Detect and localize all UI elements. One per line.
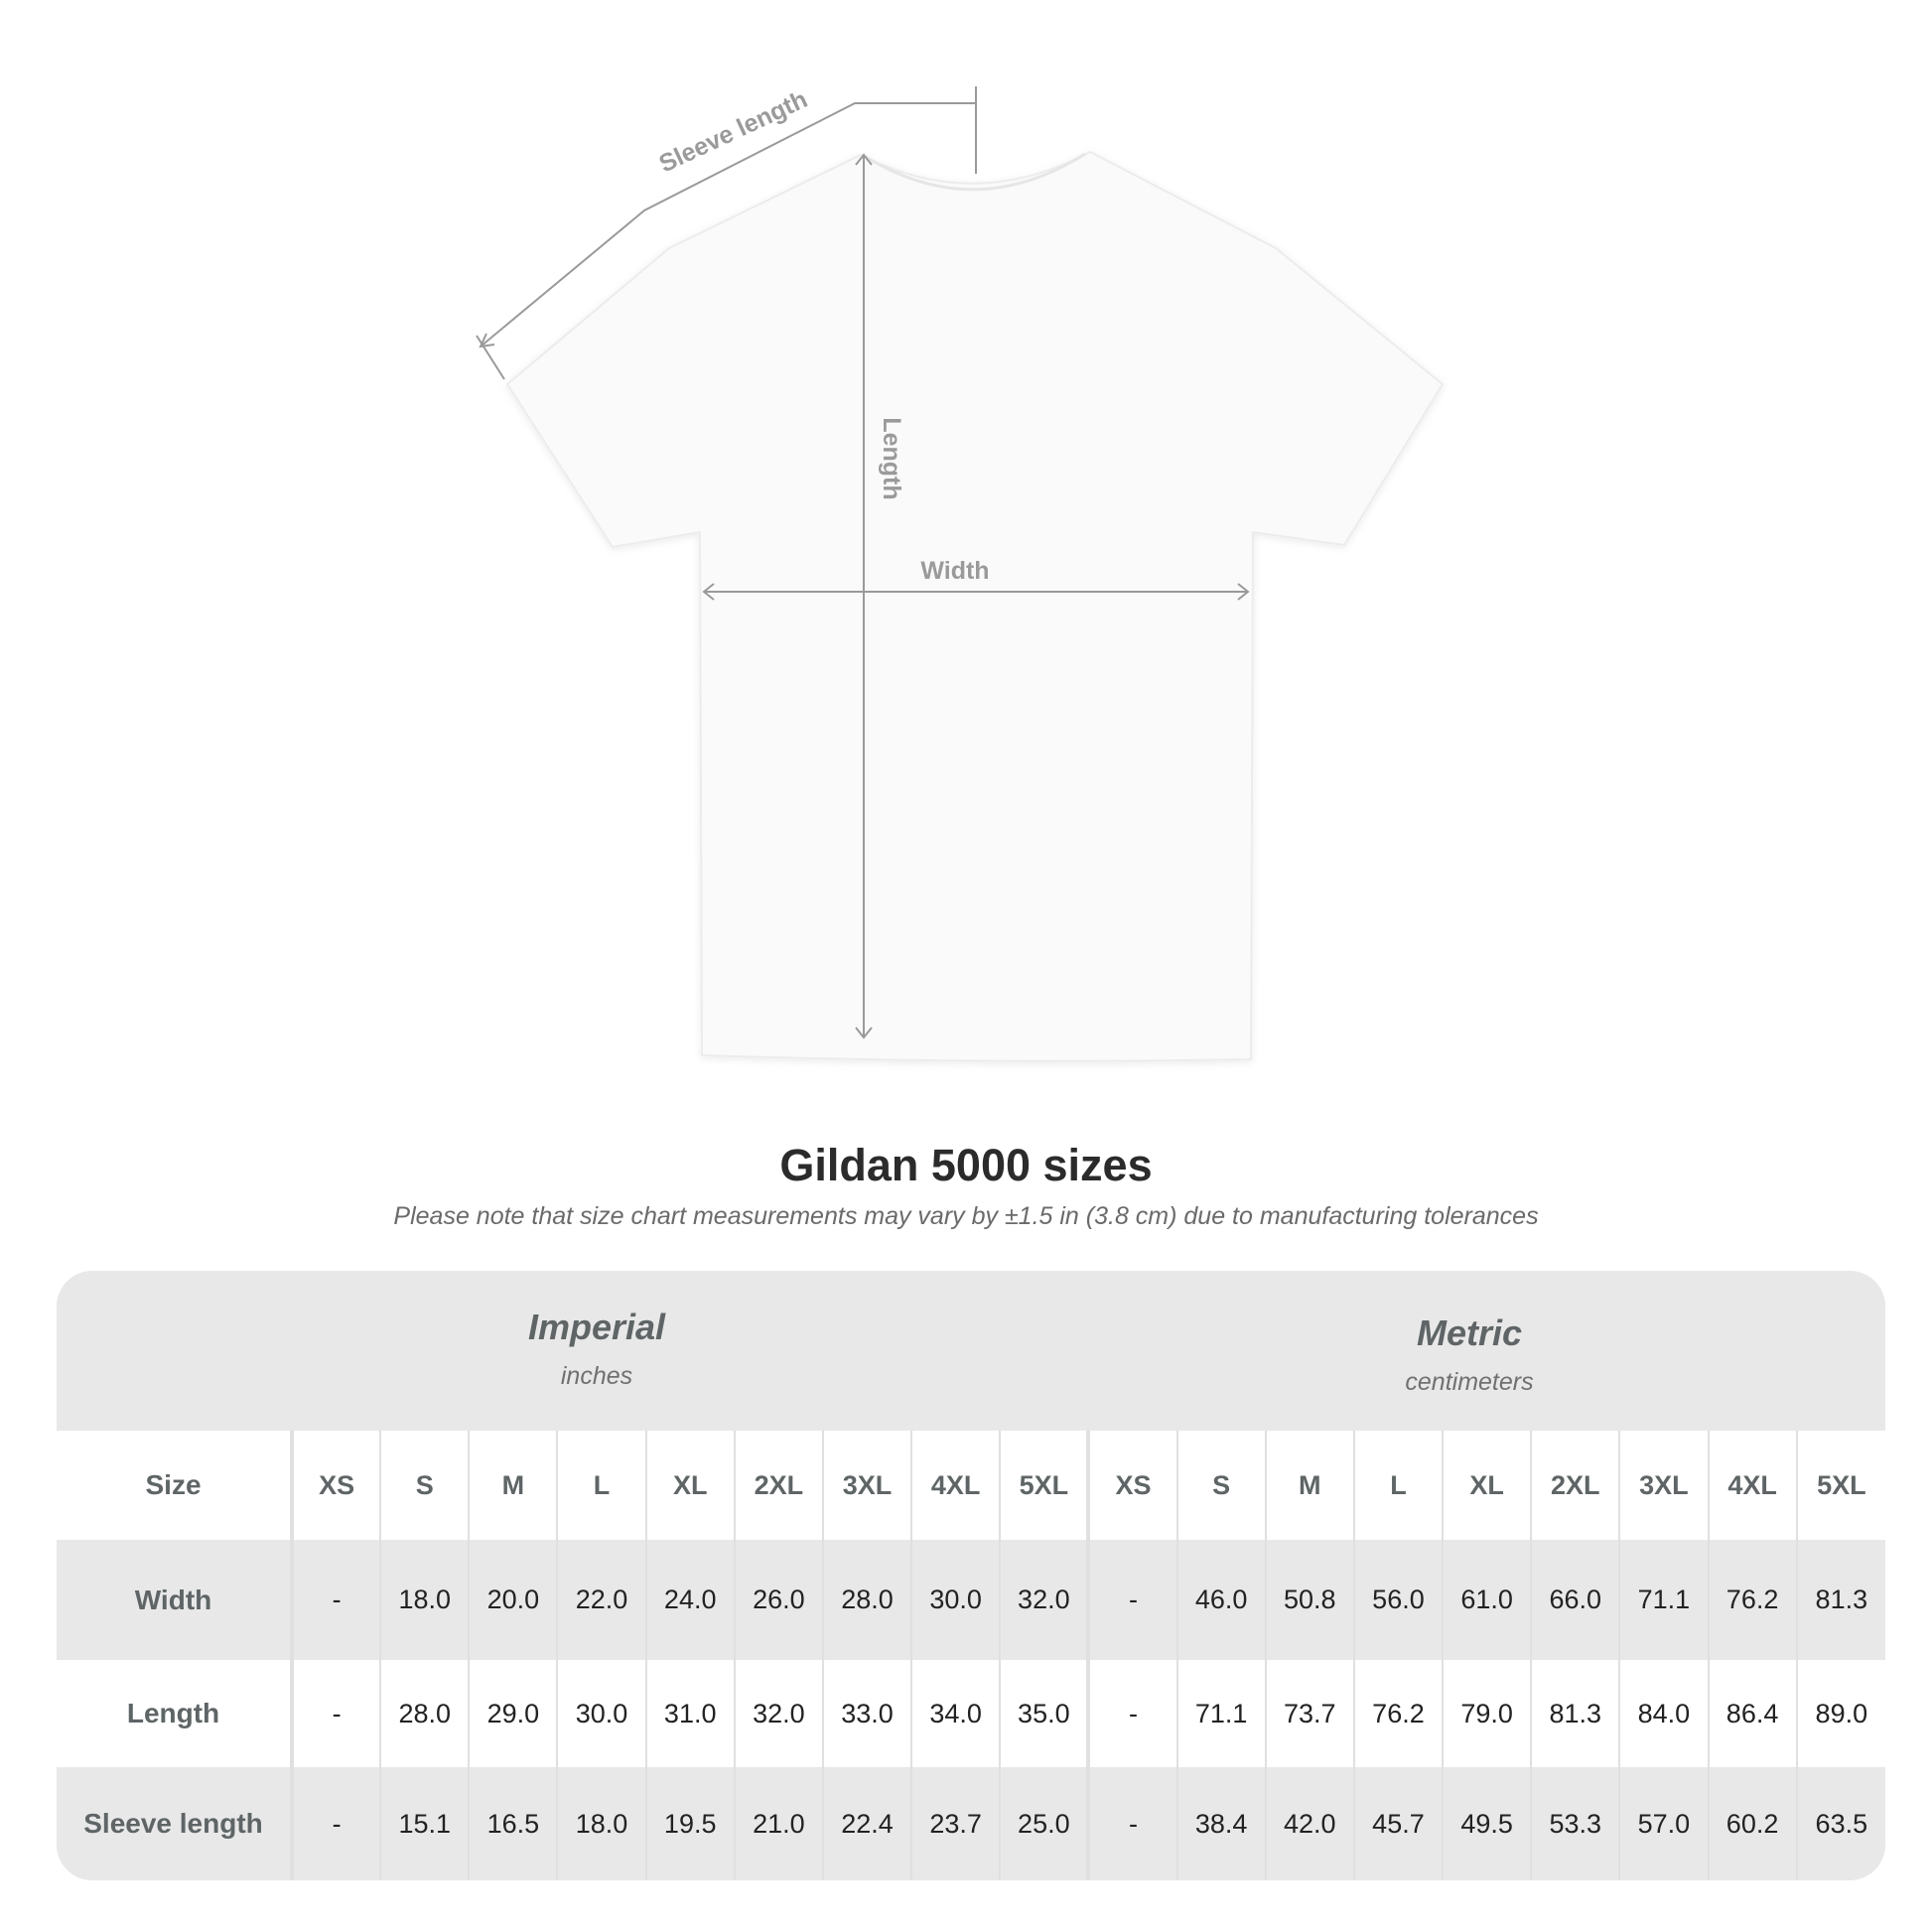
imperial-value: 28.0 — [379, 1660, 470, 1767]
tshirt-diagram: Sleeve length Length Width — [476, 85, 1445, 1062]
imperial-value: 23.7 — [910, 1767, 1001, 1880]
metric-value: 86.4 — [1707, 1660, 1797, 1767]
imperial-value: - — [290, 1767, 381, 1880]
metric-value: 81.3 — [1530, 1660, 1620, 1767]
row-label: Sleeve length — [57, 1767, 294, 1880]
metric-value: 73.7 — [1264, 1660, 1354, 1767]
metric-value: 53.3 — [1530, 1767, 1620, 1880]
metric-value: 45.7 — [1352, 1767, 1444, 1880]
imperial-value: 24.0 — [644, 1540, 735, 1660]
imperial-size-header: L — [556, 1431, 646, 1540]
metric-title: Metric — [1416, 1312, 1523, 1353]
table-row: Width -18.0 20.0 22.0 24.0 26.0 28.0 30.0 32.0-4… — [57, 1540, 1885, 1660]
imperial-value: 22.0 — [556, 1540, 646, 1660]
metric-size-header: XS — [1086, 1431, 1177, 1540]
imperial-value: 28.0 — [821, 1540, 912, 1660]
metric-header: Metric centimeters — [1122, 1312, 1817, 1397]
imperial-value: 30.0 — [556, 1660, 646, 1767]
metric-size-header: XL — [1442, 1431, 1532, 1540]
imperial-value: 32.0 — [999, 1540, 1089, 1660]
metric-value: 57.0 — [1618, 1767, 1709, 1880]
page-title: Gildan 5000 sizes — [779, 1140, 1153, 1190]
metric-value: 84.0 — [1618, 1660, 1709, 1767]
imperial-size-header: 2XL — [733, 1431, 823, 1540]
metric-value: 79.0 — [1442, 1660, 1532, 1767]
metric-size-header: 5XL — [1795, 1431, 1885, 1540]
metric-value: 49.5 — [1442, 1767, 1532, 1880]
metric-size-header: M — [1264, 1431, 1354, 1540]
metric-value: 50.8 — [1264, 1540, 1354, 1660]
metric-value: - — [1086, 1540, 1177, 1660]
width-label: Width — [920, 557, 989, 585]
imperial-header: Imperial inches — [249, 1307, 944, 1391]
metric-unit: centimeters — [1405, 1368, 1534, 1396]
imperial-value: 18.0 — [379, 1540, 470, 1660]
imperial-size-header: 4XL — [910, 1431, 1001, 1540]
imperial-value: 15.1 — [379, 1767, 470, 1880]
imperial-value: 32.0 — [733, 1660, 823, 1767]
imperial-size-header: 5XL — [999, 1431, 1089, 1540]
size-chart-table: Imperial inches Metric centimeters Size X… — [57, 1271, 1885, 1880]
metric-value: 89.0 — [1795, 1660, 1885, 1767]
table-row: Length -28.0 29.0 30.0 31.0 32.0 33.0 34.0 35.0-… — [57, 1660, 1885, 1767]
imperial-value: 19.5 — [644, 1767, 735, 1880]
imperial-value: - — [290, 1660, 381, 1767]
imperial-title: Imperial — [527, 1307, 666, 1347]
tshirt-shape — [505, 150, 1445, 1062]
length-label: Length — [878, 417, 905, 499]
metric-size-header: L — [1352, 1431, 1444, 1540]
metric-value: 42.0 — [1264, 1767, 1354, 1880]
metric-size-header: 4XL — [1707, 1431, 1797, 1540]
imperial-value: 21.0 — [733, 1767, 823, 1880]
metric-value: 71.1 — [1618, 1540, 1709, 1660]
metric-value: 61.0 — [1442, 1540, 1532, 1660]
imperial-value: 31.0 — [644, 1660, 735, 1767]
imperial-value: 33.0 — [821, 1660, 912, 1767]
row-label: Width — [57, 1540, 294, 1660]
size-table: Size XS S M L XL 2XL 3XL 4XL 5XL XS S M L XL 2XL 3XL 4XL 5… — [57, 1431, 1885, 1880]
metric-size-header: S — [1175, 1431, 1266, 1540]
metric-value: 76.2 — [1707, 1540, 1797, 1660]
imperial-value: 35.0 — [999, 1660, 1089, 1767]
imperial-size-header: M — [468, 1431, 558, 1540]
sleeve-measure-line — [480, 102, 976, 347]
imperial-size-header: XL — [644, 1431, 735, 1540]
unit-header-band: Imperial inches Metric centimeters — [57, 1271, 1885, 1431]
imperial-unit: inches — [560, 1362, 633, 1390]
imperial-size-header: S — [379, 1431, 470, 1540]
imperial-value: 18.0 — [556, 1767, 646, 1880]
imperial-size-header: 3XL — [821, 1431, 912, 1540]
size-label: Size — [57, 1431, 294, 1540]
table-row: Sleeve length -15.1 16.5 18.0 19.5 21.0 22.4 23… — [57, 1767, 1885, 1880]
metric-value: 76.2 — [1352, 1660, 1444, 1767]
metric-value: 71.1 — [1175, 1660, 1266, 1767]
imperial-value: - — [290, 1540, 381, 1660]
metric-value: 60.2 — [1707, 1767, 1797, 1880]
imperial-value: 22.4 — [821, 1767, 912, 1880]
imperial-value: 29.0 — [468, 1660, 558, 1767]
row-label: Length — [57, 1660, 294, 1767]
metric-value: 56.0 — [1352, 1540, 1444, 1660]
metric-value: 38.4 — [1175, 1767, 1266, 1880]
imperial-value: 20.0 — [468, 1540, 558, 1660]
metric-value: - — [1086, 1767, 1177, 1880]
metric-size-header: 3XL — [1618, 1431, 1709, 1540]
metric-value: 81.3 — [1795, 1540, 1885, 1660]
imperial-size-header: XS — [290, 1431, 381, 1540]
metric-value: 46.0 — [1175, 1540, 1266, 1660]
metric-value: 63.5 — [1795, 1767, 1885, 1880]
imperial-value: 16.5 — [468, 1767, 558, 1880]
metric-value: 66.0 — [1530, 1540, 1620, 1660]
tolerance-note: Please note that size chart measurements… — [393, 1202, 1539, 1230]
imperial-value: 25.0 — [999, 1767, 1089, 1880]
imperial-value: 30.0 — [910, 1540, 1001, 1660]
size-header-row: Size XS S M L XL 2XL 3XL 4XL 5XL XS S M L XL 2XL 3XL 4XL 5… — [57, 1431, 1885, 1540]
imperial-value: 26.0 — [733, 1540, 823, 1660]
imperial-value: 34.0 — [910, 1660, 1001, 1767]
metric-size-header: 2XL — [1530, 1431, 1620, 1540]
metric-value: - — [1086, 1660, 1177, 1767]
